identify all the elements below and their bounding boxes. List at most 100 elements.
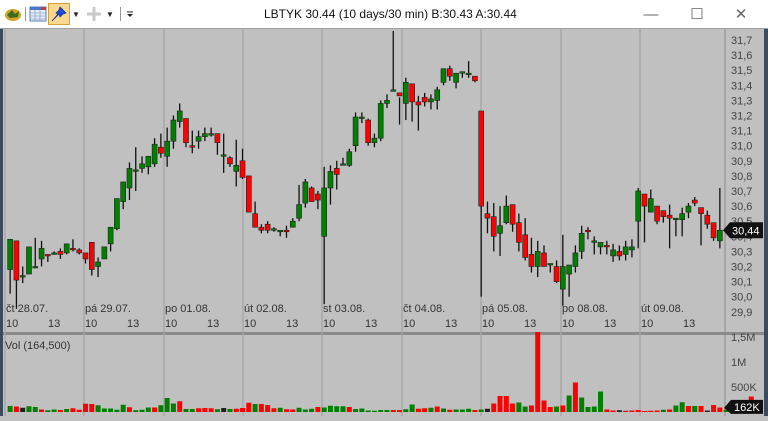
volume-bar [13,406,19,412]
volume-bar [566,395,572,412]
volume-bar [76,409,82,412]
day-label: čt 28.07. [6,303,48,315]
candle-up [321,187,327,237]
overflow-menu-icon[interactable] [124,3,136,25]
candle-up [271,228,277,231]
crosshair-dropdown-chevron-icon[interactable]: ▼ [106,9,114,19]
candle-down [698,207,704,214]
volume-bar [459,409,465,412]
current-price-label: 30,44 [732,225,760,237]
candle-up [566,264,572,275]
candle-up [440,68,447,83]
price-axis-label: 31,2 [731,111,752,123]
candle-up [170,119,177,142]
volume-bar [422,408,428,412]
candle-down [528,254,535,267]
volume-bar [45,410,51,412]
candle-up [459,71,466,74]
candle-down [585,229,591,233]
hour-label: 10 [562,318,574,330]
candle-up [390,89,397,92]
pushpin-icon[interactable] [48,3,70,25]
volume-axis-label: 500K [731,382,757,394]
candle-up [164,140,170,157]
candle-up [51,252,57,255]
candle-down [522,234,528,258]
volume-bar [64,409,70,412]
volume-bar [503,396,509,412]
volume-bar [177,401,183,412]
toolbar-separator [25,7,26,21]
candle-up [572,252,579,267]
volume-bar [365,410,371,412]
chart-area[interactable]: čt 28.07. 10 13 pá 29.07. 10 13 po 01.08. 10 13 ú… [0,29,768,416]
window-titlebar: ▼ ▼ LBTYK 30.44 (10 days/30 min) B:30.43… [0,0,768,29]
hour-label: 10 [403,318,415,330]
candle-down [13,240,20,281]
minimize-button[interactable]: — [643,5,659,23]
candle-down [516,222,522,243]
volume-bar [133,410,139,412]
volume-bar [591,406,597,412]
candle-up [151,143,158,165]
candle-up [597,242,604,248]
window-right-border [764,29,768,416]
calendar-grid-icon[interactable] [27,3,49,25]
volume-bar [7,406,13,412]
volume-bar [315,407,321,412]
volume-bar [327,405,333,412]
candle-up [63,243,70,254]
candle-up [560,266,566,290]
candle-up [289,220,296,228]
hour-label: 13 [48,318,60,330]
volume-bar [554,406,560,412]
volume-bar [447,409,453,412]
hour-label: 10 [6,318,18,330]
volume-bar [472,410,478,412]
app-logo-icon[interactable] [2,3,24,25]
price-axis-label: 31,4 [731,80,752,92]
close-button[interactable]: ✕ [734,6,748,23]
crosshair-plus-icon[interactable] [84,3,104,25]
volume-bar [189,409,195,412]
volume-bar [478,409,484,412]
price-axis-label: 30,6 [731,201,752,213]
day-label: út 09.08. [641,303,684,315]
volume-bar [340,406,346,412]
candle-up [610,249,616,257]
volume-bar [378,410,384,412]
window-left-border [0,29,3,416]
pushpin-dropdown-chevron-icon[interactable]: ▼ [72,9,80,19]
candle-down [666,214,673,219]
candle-down [252,213,258,228]
candle-up [7,239,13,270]
maximize-button[interactable]: ☐ [690,6,704,23]
volume-bar [89,404,95,412]
candle-down [158,146,164,154]
candle-down [239,160,246,178]
volume-bar [346,407,352,412]
price-volume-chart[interactable]: čt 28.07. 10 13 pá 29.07. 10 13 po 01.08. 10 13 ú… [0,29,768,416]
candle-up [208,133,214,136]
volume-bar [510,403,516,412]
volume-bar [70,408,76,412]
candle-up [497,225,503,234]
candle-up [428,98,434,103]
volume-bar [616,410,622,412]
candle-down [258,226,265,231]
candle-up [195,136,202,142]
pane-divider[interactable] [0,332,764,335]
candle-down [553,266,560,282]
volume-bar [51,409,57,412]
candle-down [541,252,547,267]
hour-label: 13 [445,318,457,330]
candle-down [421,97,428,103]
volume-bar [409,404,415,412]
candle-up [465,72,472,76]
candle-up [233,165,240,172]
volume-bar [604,409,610,412]
volume-bar [648,410,654,412]
price-axis-label: 31,1 [731,126,752,138]
candle-down [189,145,196,148]
volume-bar [723,409,729,412]
